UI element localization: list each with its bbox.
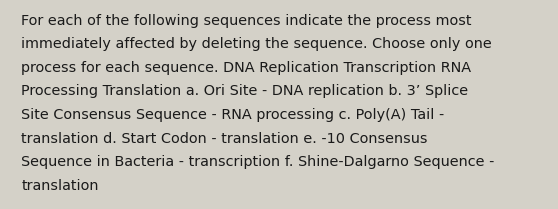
Text: translation d. Start Codon - translation e. -10 Consensus: translation d. Start Codon - translation… (21, 132, 427, 146)
Text: Processing Translation a. Ori Site - DNA replication b. 3’ Splice: Processing Translation a. Ori Site - DNA… (21, 84, 468, 98)
Text: translation: translation (21, 179, 99, 193)
Text: Site Consensus Sequence - RNA processing c. Poly(A) Tail -: Site Consensus Sequence - RNA processing… (21, 108, 445, 122)
Text: Sequence in Bacteria - transcription f. Shine-Dalgarno Sequence -: Sequence in Bacteria - transcription f. … (21, 155, 494, 169)
Text: process for each sequence. DNA Replication Transcription RNA: process for each sequence. DNA Replicati… (21, 61, 472, 75)
Text: immediately affected by deleting the sequence. Choose only one: immediately affected by deleting the seq… (21, 37, 492, 51)
Text: For each of the following sequences indicate the process most: For each of the following sequences indi… (21, 14, 472, 28)
